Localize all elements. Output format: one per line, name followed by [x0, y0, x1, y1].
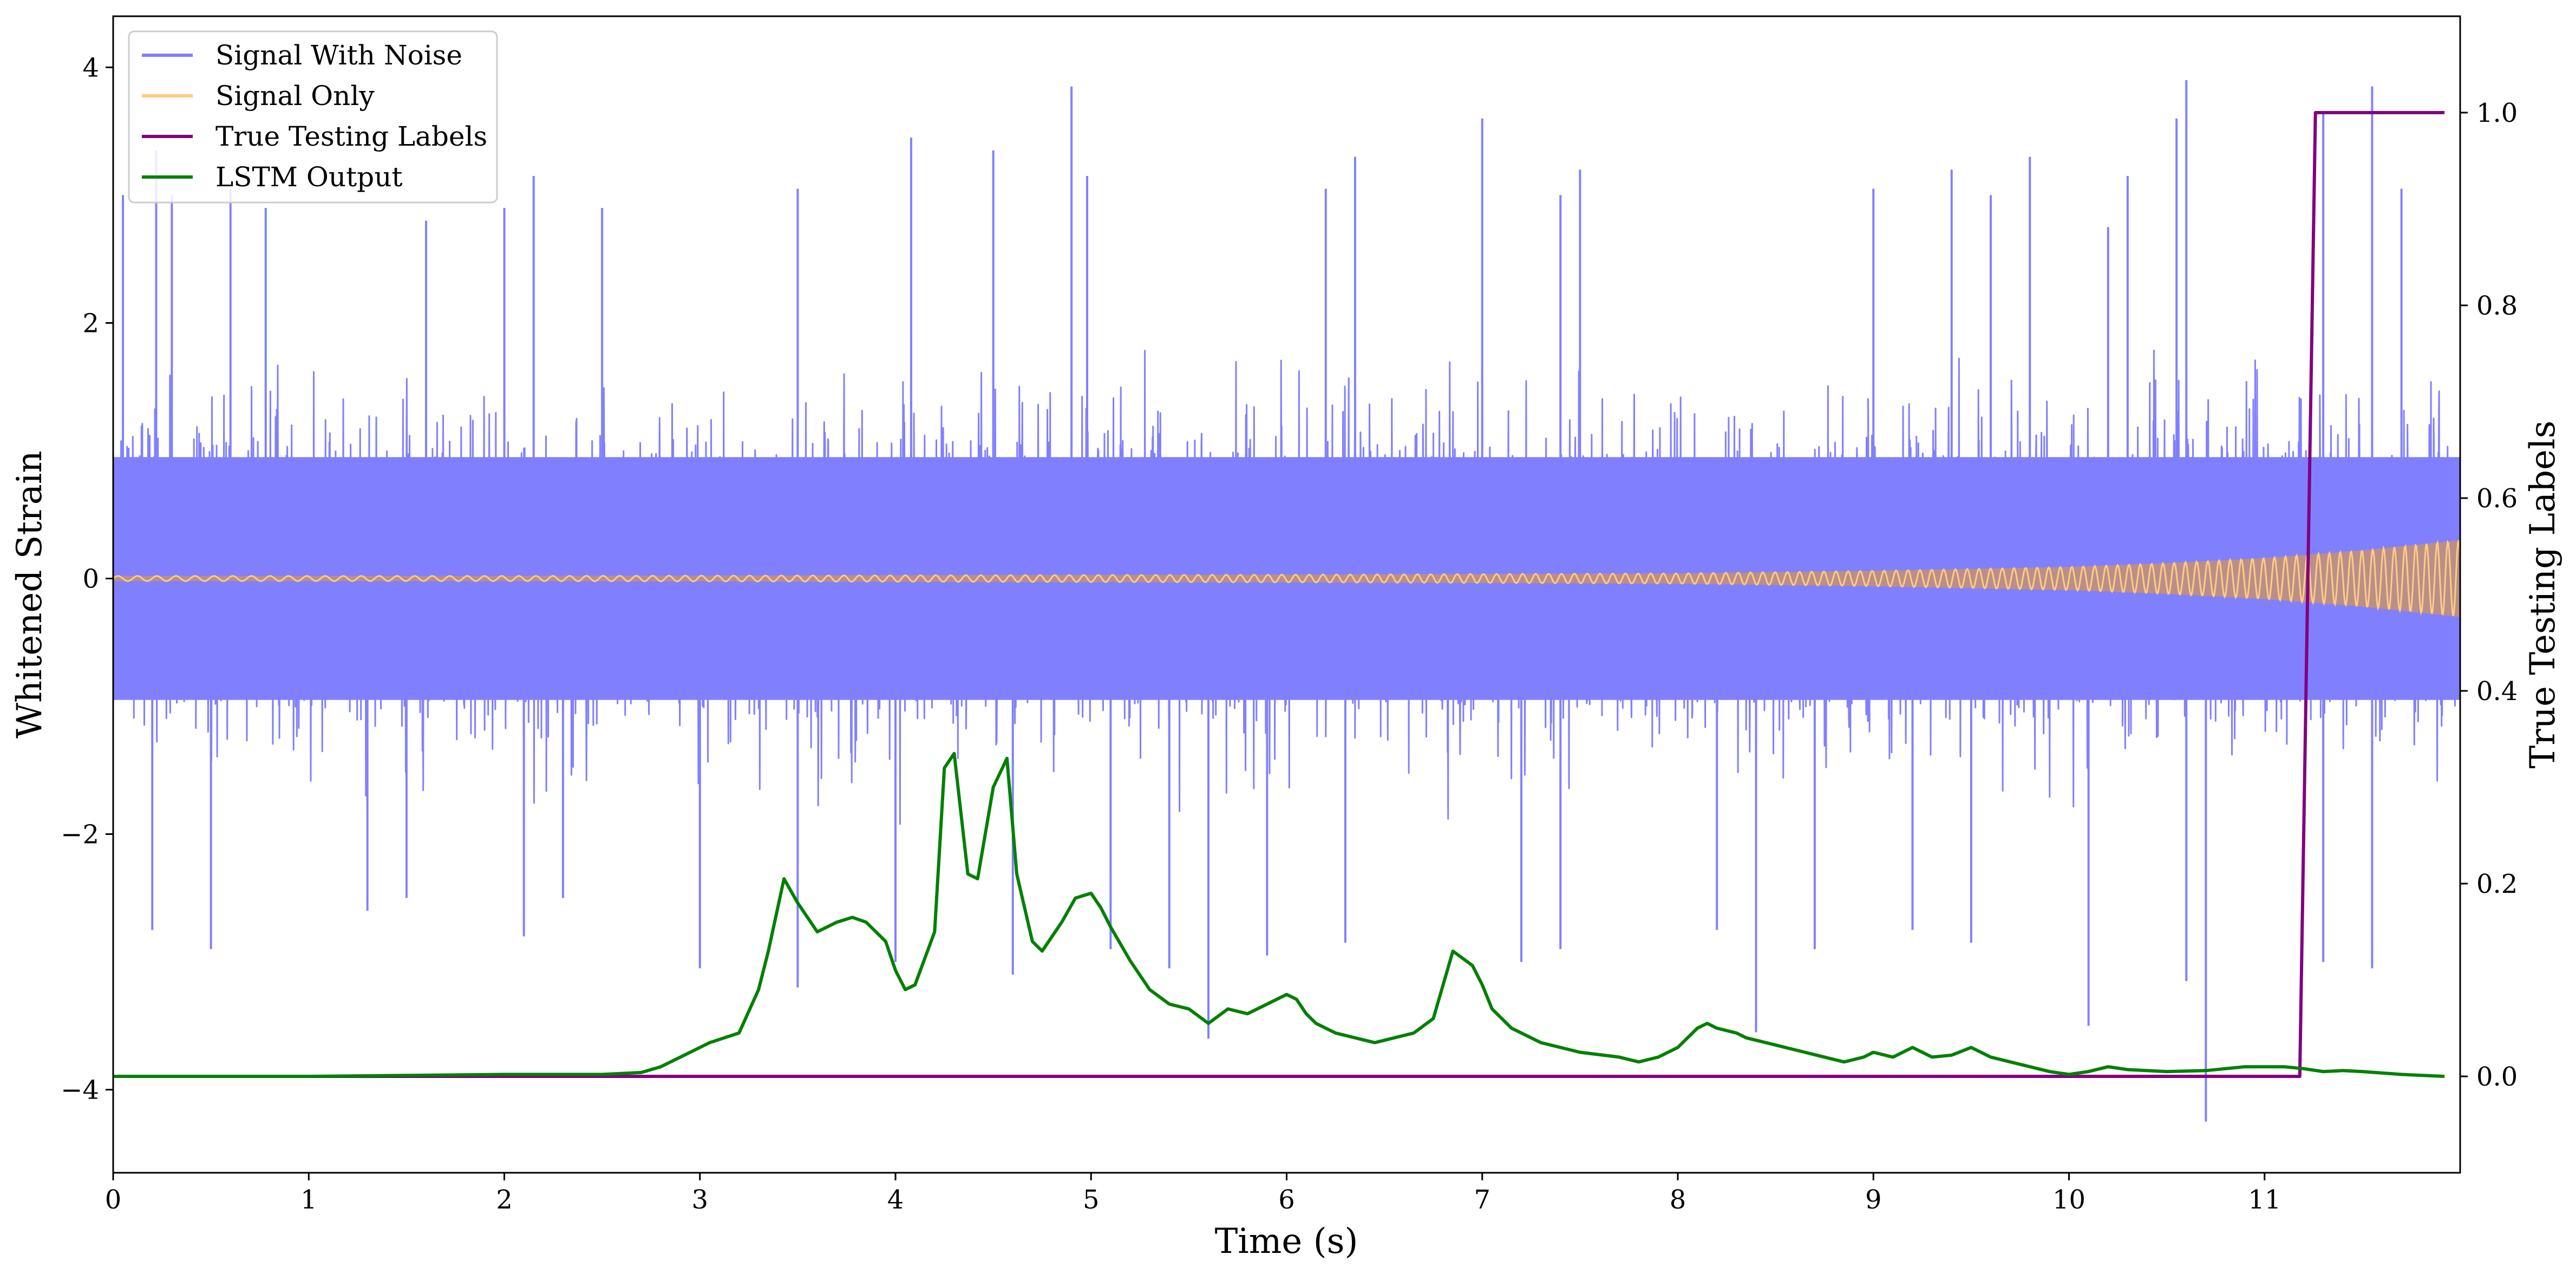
legend: Signal With Noise Signal Only True Testing… [128, 30, 498, 204]
line-series-layer [113, 111, 2445, 1078]
legend-label: LSTM Output [215, 161, 402, 193]
y-left-tick-label: 2 [82, 308, 99, 338]
x-tick-label: 1 [300, 1185, 317, 1215]
lstm-output-line [113, 752, 2445, 1078]
legend-label: Signal With Noise [215, 40, 462, 71]
y-right-tick-label: 1.0 [2476, 98, 2518, 128]
true-testing-labels-line [113, 111, 2445, 1078]
y-right-tick-label: 0.4 [2476, 676, 2518, 707]
x-tick-label: 3 [691, 1185, 708, 1215]
x-tick-label: 6 [1278, 1185, 1295, 1215]
x-tick-label: 2 [496, 1185, 513, 1215]
y-axis-right-title: True Testing Labels [2523, 421, 2563, 769]
y-right-tick-label: 0.6 [2476, 484, 2518, 514]
x-tick-label: 9 [1865, 1185, 1882, 1215]
signal-only-series [113, 539, 2460, 617]
y-right-tick-label: 0.8 [2476, 291, 2518, 321]
legend-label: True Testing Labels [215, 121, 487, 152]
x-tick-label: 10 [2052, 1185, 2085, 1215]
legend-label: Signal Only [215, 80, 375, 112]
y-left-tick-label: 0 [82, 564, 99, 594]
x-tick-label: 4 [887, 1185, 904, 1215]
y-right-tick-label: 0.0 [2476, 1062, 2518, 1092]
y-left-tick-label: −4 [61, 1075, 99, 1106]
x-tick-label: 7 [1474, 1185, 1490, 1215]
x-tick-label: 8 [1670, 1185, 1686, 1215]
x-tick-label: 11 [2248, 1185, 2281, 1215]
x-tick-label: 0 [105, 1185, 122, 1215]
y-left-tick-label: −2 [61, 820, 99, 850]
x-tick-label: 5 [1083, 1185, 1100, 1215]
y-axis-right: 0.0 0.2 0.4 0.6 0.8 1.0 [2460, 98, 2518, 1092]
y-axis-left: −4 −2 0 2 4 [61, 53, 113, 1106]
x-axis-title: Time (s) [1215, 1221, 1358, 1262]
signal-only-line [113, 539, 2460, 617]
x-axis: 0 1 2 3 4 5 6 7 8 9 10 11 [105, 1173, 2281, 1215]
legend-box [128, 30, 498, 204]
signal-only-envelope [113, 540, 2460, 617]
y-right-tick-label: 0.2 [2476, 869, 2518, 899]
y-left-tick-label: 4 [82, 53, 99, 83]
y-axis-left-title: Whitened Strain [10, 450, 50, 738]
